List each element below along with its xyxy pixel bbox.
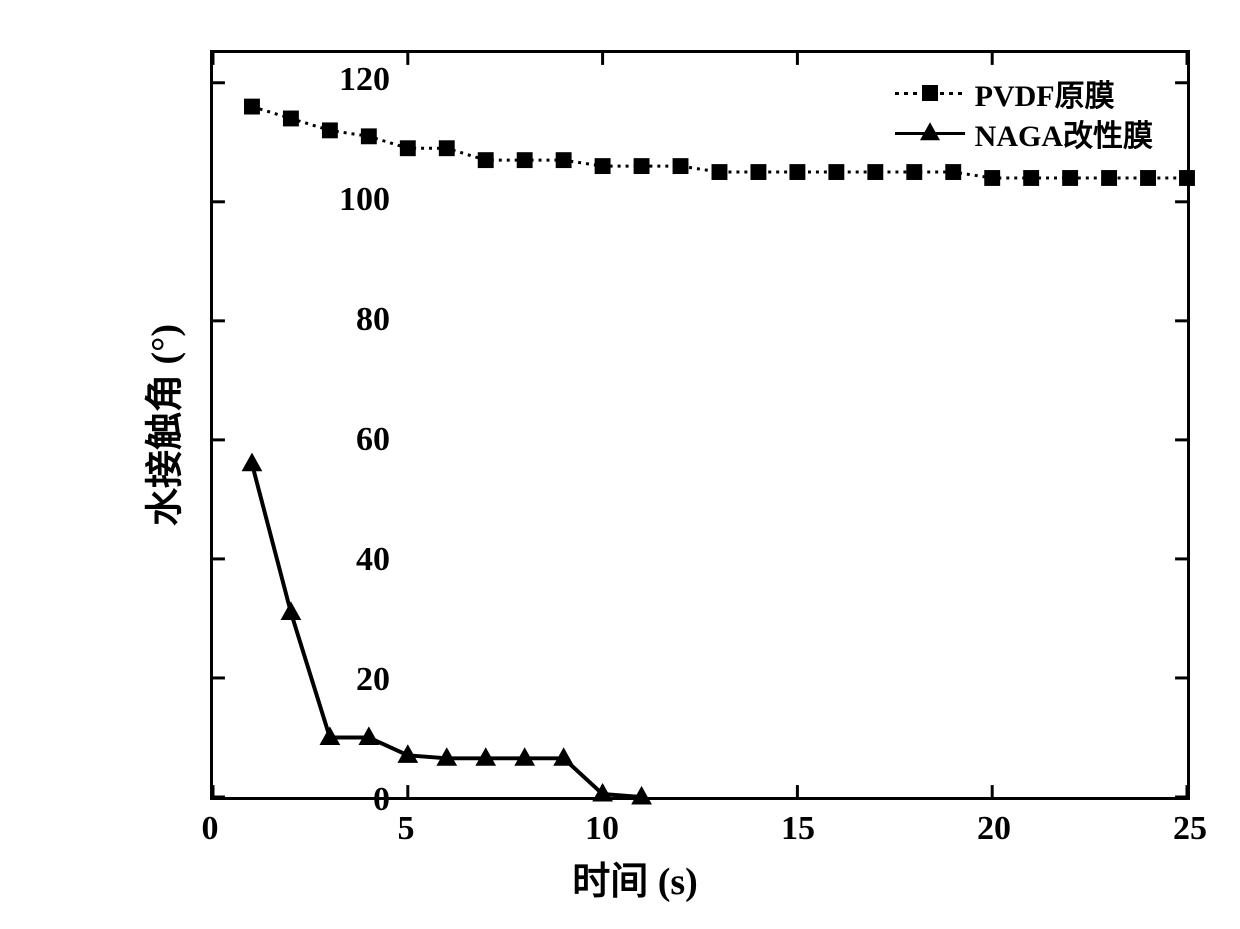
series-marker-0 [1062,170,1078,186]
y-axis-label: 水接触角 (°) [134,324,189,526]
series-marker-0 [867,164,883,180]
legend-label-pvdf: PVDF原膜 [975,71,1115,115]
legend-item-naga: NAGA改性膜 [895,115,1153,151]
y-tick-label: 0 [310,781,390,819]
series-marker-0 [322,122,338,138]
chart-container: 水接触角 (°) 时间 (s) PVDF原膜 NAGA改性膜 051015202… [50,20,1220,910]
series-marker-0 [984,170,1000,186]
y-tick-label: 80 [310,301,390,339]
series-marker-0 [1179,170,1195,186]
x-tick-label: 15 [781,810,815,848]
series-marker-0 [712,164,728,180]
series-marker-0 [361,128,377,144]
legend-line-pvdf [895,92,965,95]
series-marker-0 [283,111,299,127]
series-marker-0 [400,140,416,156]
series-marker-0 [556,152,572,168]
series-marker-0 [789,164,805,180]
square-icon [922,85,938,101]
series-marker-1 [281,601,302,620]
legend-line-naga [895,132,965,135]
legend-label-naga: NAGA改性膜 [975,111,1153,155]
series-marker-0 [828,164,844,180]
series-marker-0 [945,164,961,180]
series-marker-0 [750,164,766,180]
y-tick-label: 40 [310,541,390,579]
series-marker-0 [1140,170,1156,186]
legend-item-pvdf: PVDF原膜 [895,75,1153,111]
x-tick-label: 0 [202,810,219,848]
x-tick-label: 10 [585,810,619,848]
x-tick-label: 5 [398,810,415,848]
series-line-1 [252,464,642,797]
series-marker-0 [673,158,689,174]
series-marker-0 [906,164,922,180]
series-marker-0 [595,158,611,174]
series-marker-0 [517,152,533,168]
legend: PVDF原膜 NAGA改性膜 [881,63,1167,163]
x-tick-label: 25 [1173,810,1207,848]
series-marker-0 [634,158,650,174]
series-marker-0 [244,99,260,115]
series-marker-0 [439,140,455,156]
y-tick-label: 60 [310,421,390,459]
series-marker-0 [478,152,494,168]
x-axis-label: 时间 (s) [572,850,698,905]
series-marker-0 [1101,170,1117,186]
triangle-icon [920,122,940,140]
x-tick-label: 20 [977,810,1011,848]
series-marker-0 [1023,170,1039,186]
series-marker-1 [242,453,263,472]
y-tick-label: 20 [310,661,390,699]
y-tick-label: 100 [310,181,390,219]
y-tick-label: 120 [310,61,390,99]
